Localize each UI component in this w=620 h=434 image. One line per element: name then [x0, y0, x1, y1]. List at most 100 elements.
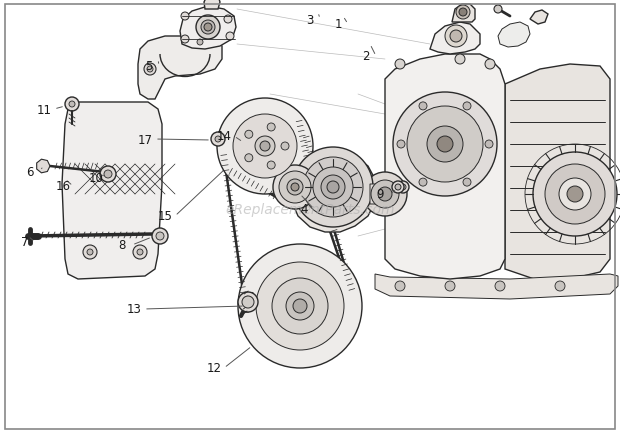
- Circle shape: [255, 137, 275, 157]
- Circle shape: [204, 24, 212, 32]
- Polygon shape: [204, 0, 220, 10]
- Text: 6: 6: [26, 165, 33, 178]
- Circle shape: [395, 281, 405, 291]
- Text: 3: 3: [306, 13, 314, 26]
- Circle shape: [419, 179, 427, 187]
- Circle shape: [260, 141, 270, 151]
- Circle shape: [226, 33, 234, 41]
- Circle shape: [197, 40, 203, 46]
- Circle shape: [279, 171, 311, 204]
- Circle shape: [69, 102, 75, 108]
- Circle shape: [201, 21, 215, 35]
- Circle shape: [567, 187, 583, 203]
- Circle shape: [87, 250, 93, 256]
- Circle shape: [485, 141, 493, 149]
- Circle shape: [455, 55, 465, 65]
- Circle shape: [459, 9, 467, 17]
- Circle shape: [267, 161, 275, 170]
- Circle shape: [133, 246, 147, 260]
- Polygon shape: [385, 55, 505, 279]
- Circle shape: [147, 67, 153, 73]
- Text: 15: 15: [157, 210, 172, 223]
- Text: 7: 7: [21, 236, 29, 249]
- Circle shape: [450, 31, 462, 43]
- Text: 1: 1: [334, 19, 342, 31]
- Circle shape: [463, 179, 471, 187]
- Circle shape: [100, 167, 116, 183]
- Circle shape: [463, 103, 471, 111]
- Circle shape: [400, 184, 406, 191]
- Text: 17: 17: [138, 133, 153, 146]
- Circle shape: [437, 137, 453, 153]
- Circle shape: [545, 164, 605, 224]
- Polygon shape: [452, 5, 475, 23]
- Circle shape: [217, 99, 313, 194]
- Polygon shape: [62, 103, 162, 279]
- Circle shape: [196, 16, 220, 40]
- Circle shape: [238, 244, 362, 368]
- Circle shape: [137, 250, 143, 256]
- Text: 4: 4: [300, 203, 308, 216]
- Polygon shape: [295, 150, 375, 233]
- Circle shape: [238, 293, 258, 312]
- Circle shape: [104, 171, 112, 178]
- Circle shape: [194, 37, 206, 49]
- Circle shape: [215, 137, 221, 143]
- Polygon shape: [498, 23, 530, 48]
- Circle shape: [272, 278, 328, 334]
- Circle shape: [144, 64, 156, 76]
- Polygon shape: [37, 160, 50, 174]
- Circle shape: [371, 181, 399, 208]
- Circle shape: [407, 107, 483, 183]
- Circle shape: [395, 60, 405, 70]
- Text: 10: 10: [89, 171, 104, 184]
- Circle shape: [156, 233, 164, 240]
- Text: 9: 9: [376, 188, 384, 201]
- Circle shape: [363, 173, 407, 217]
- Text: 2: 2: [362, 50, 370, 63]
- Circle shape: [293, 299, 307, 313]
- Circle shape: [395, 184, 401, 191]
- Text: 8: 8: [118, 239, 126, 252]
- Circle shape: [559, 178, 591, 210]
- Circle shape: [291, 184, 299, 191]
- Circle shape: [419, 103, 427, 111]
- Polygon shape: [138, 37, 222, 100]
- Circle shape: [242, 296, 254, 308]
- Circle shape: [303, 158, 363, 217]
- Circle shape: [181, 36, 189, 44]
- Polygon shape: [370, 184, 385, 204]
- Circle shape: [83, 246, 97, 260]
- Circle shape: [245, 155, 253, 162]
- Text: 11: 11: [37, 103, 51, 116]
- Circle shape: [181, 13, 189, 21]
- Circle shape: [224, 16, 232, 24]
- Polygon shape: [430, 23, 480, 55]
- Circle shape: [267, 124, 275, 132]
- Circle shape: [245, 131, 253, 139]
- Circle shape: [313, 168, 353, 207]
- Circle shape: [65, 98, 79, 112]
- Text: eReplacementParts.com: eReplacementParts.com: [225, 203, 395, 217]
- Circle shape: [397, 181, 409, 194]
- Circle shape: [273, 166, 317, 210]
- Circle shape: [485, 60, 495, 70]
- Circle shape: [494, 6, 502, 14]
- Circle shape: [533, 153, 617, 237]
- Circle shape: [233, 115, 297, 178]
- Text: 16: 16: [56, 180, 71, 193]
- Circle shape: [281, 143, 289, 151]
- Circle shape: [286, 293, 314, 320]
- Circle shape: [397, 141, 405, 149]
- Circle shape: [211, 133, 225, 147]
- Circle shape: [427, 127, 463, 163]
- Circle shape: [256, 263, 344, 350]
- Circle shape: [456, 6, 470, 20]
- Polygon shape: [180, 7, 236, 50]
- Circle shape: [287, 180, 303, 196]
- Circle shape: [393, 93, 497, 197]
- Polygon shape: [505, 65, 610, 281]
- Circle shape: [152, 228, 168, 244]
- Circle shape: [327, 181, 339, 194]
- Circle shape: [321, 176, 345, 200]
